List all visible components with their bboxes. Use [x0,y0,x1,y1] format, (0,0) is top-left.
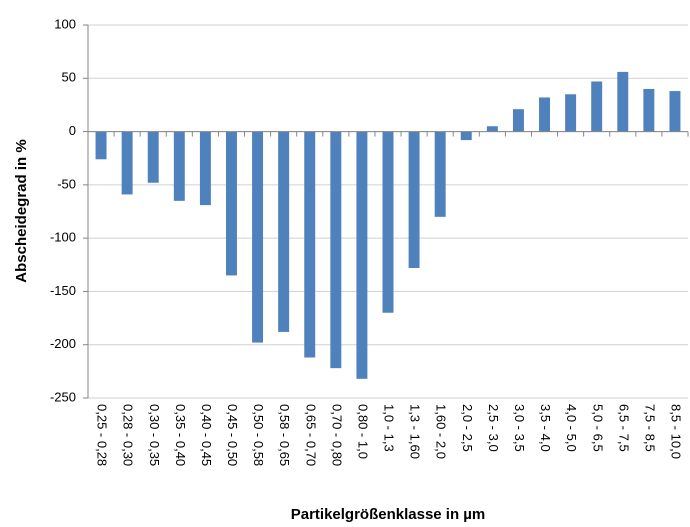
bar [460,131,472,141]
x-tick-label: 0,65 - 0,70 [303,404,318,466]
bar [539,97,550,132]
bar [199,131,211,206]
x-tick-label: 0,45 - 0,50 [225,404,240,466]
y-tick-label: -250 [50,389,76,404]
y-tick-label: -50 [57,176,76,191]
x-tick-label: 3,5 - 4,0 [538,404,553,452]
x-tick-label: 2,5 - 3,0 [486,404,501,452]
bar [252,131,264,343]
x-tick-label: 1,0 - 1,3 [382,404,397,452]
x-tick-label: 2,0 - 2,5 [460,404,475,452]
x-tick-label: 8,5 - 10,0 [669,404,684,459]
bar [147,131,159,183]
x-tick-label: 0,35 - 0,40 [173,404,188,466]
bar [512,109,524,132]
x-axis-title: Partikelgrößenklasse in µm [291,506,486,523]
x-tick-label: 0,70 - 0,80 [329,404,344,466]
x-tick-label: 0,30 - 0,35 [147,404,162,466]
bar [643,88,655,132]
bar [304,131,316,358]
bar [591,81,603,132]
x-tick-label: 4,0 - 5,0 [564,404,579,452]
bar [408,131,420,268]
x-tick-label: 0,80 - 1,0 [355,404,370,459]
bar [121,131,133,195]
y-tick-label: -150 [50,283,76,298]
bar [617,71,629,132]
bar [173,131,185,201]
bar [226,131,237,276]
x-tick-label: 3,0 - 3,5 [512,404,527,452]
y-tick-label: 50 [62,70,76,85]
x-tick-label: 0,40 - 0,45 [199,404,214,466]
y-tick-label: 0 [69,123,76,138]
x-tick-label: 6,5 - 7,5 [616,404,631,452]
x-tick-label: 7,5 - 8,5 [642,404,657,452]
bar [565,94,577,132]
y-tick-label: -100 [50,230,76,245]
x-tick-label: 1,60 - 2,0 [434,404,449,459]
bar [669,91,681,132]
x-tick-label: 0,25 - 0,28 [95,404,110,466]
bar [330,131,342,369]
bar [95,131,107,160]
x-tick-label: 0,28 - 0,30 [121,404,136,466]
bar [356,131,368,379]
x-tick-label: 5,0 - 6,5 [590,404,605,452]
x-tick-label: 0,50 - 0,58 [251,404,266,466]
bar [486,126,498,132]
x-tick-label: 0,58 - 0,65 [277,404,292,466]
x-tick-label: 1,3 - 1,60 [408,404,423,459]
y-tick-label: -200 [50,336,76,351]
bar [434,131,446,217]
y-axis-title: Abscheidegrad in % [13,139,30,282]
y-tick-label: 100 [54,16,76,31]
bar [278,131,290,332]
bar [382,131,394,313]
